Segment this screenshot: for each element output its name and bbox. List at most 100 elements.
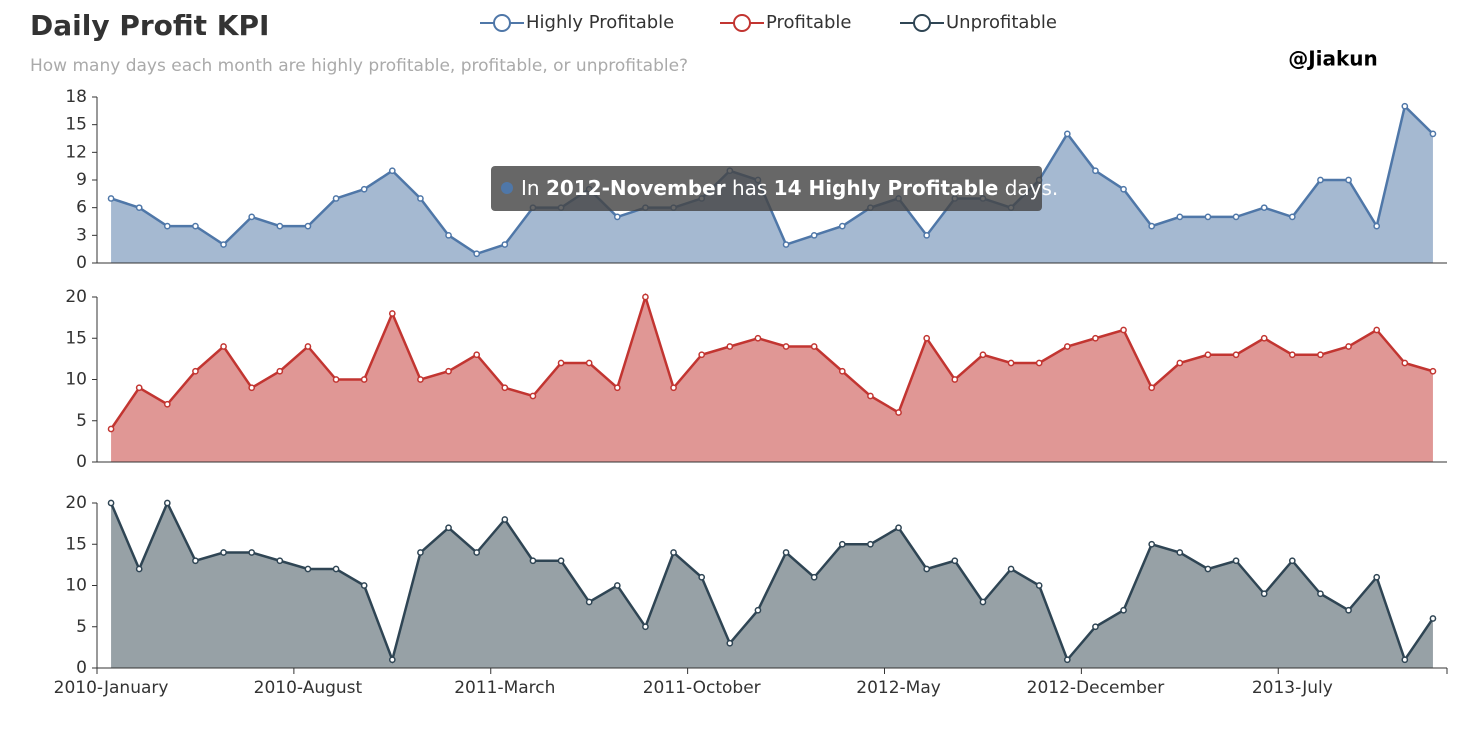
point [135, 384, 143, 392]
point [276, 222, 284, 230]
point [445, 524, 452, 532]
point [220, 549, 227, 556]
y-tick-label: 10 [65, 370, 87, 390]
point [417, 376, 424, 383]
point [1401, 102, 1409, 110]
point [248, 549, 256, 556]
point [1176, 549, 1184, 556]
point [163, 400, 171, 408]
point [1204, 565, 1212, 573]
y-tick-label: 0 [76, 658, 87, 678]
point [670, 549, 677, 556]
point [1373, 326, 1381, 334]
point [1120, 185, 1127, 193]
point [923, 565, 931, 573]
x-tick-label: 2010-January [54, 678, 169, 698]
point [304, 565, 312, 573]
point [360, 582, 368, 589]
point [754, 334, 762, 342]
point [613, 384, 621, 392]
point [1317, 590, 1324, 598]
point [1373, 222, 1381, 230]
point [248, 213, 256, 221]
chart-title: Daily Profit KPI [30, 9, 269, 42]
point [923, 334, 931, 342]
point [642, 293, 649, 301]
point [782, 343, 790, 350]
point [1120, 326, 1127, 334]
point [1092, 623, 1099, 631]
point [192, 367, 199, 375]
x-tick-label: 2011-October [643, 678, 761, 698]
legend-marker [493, 14, 511, 32]
point [1373, 573, 1381, 581]
point [810, 343, 818, 350]
y-tick-label: 10 [65, 576, 87, 596]
point [1232, 213, 1240, 221]
point [1345, 176, 1352, 184]
point [332, 376, 340, 383]
point [782, 549, 790, 556]
point [360, 185, 368, 193]
point [501, 516, 509, 523]
x-tick-label: 2012-May [856, 678, 941, 698]
y-tick-label: 5 [76, 617, 87, 637]
point [838, 222, 846, 230]
point [445, 231, 452, 239]
point [445, 367, 452, 375]
point [192, 222, 199, 230]
point [248, 384, 256, 392]
chart-subtitle: How many days each month are highly prof… [30, 56, 688, 76]
point [1260, 204, 1268, 212]
line [110, 103, 1434, 256]
point [1035, 359, 1043, 367]
point [1401, 359, 1409, 367]
point [1345, 343, 1352, 350]
point [107, 499, 115, 507]
point [192, 557, 199, 565]
point [220, 241, 227, 248]
y-tick-label: 6 [76, 198, 87, 218]
legend-marker [733, 14, 751, 32]
point [332, 565, 340, 573]
tooltip-value: 14 Highly Profitable [773, 176, 999, 200]
point [501, 241, 509, 248]
point [613, 582, 621, 589]
point [417, 195, 424, 202]
legend-label: Profitable [766, 12, 851, 33]
point [951, 376, 959, 383]
point [1092, 167, 1099, 175]
y-tick-label: 15 [65, 534, 87, 554]
point [1429, 130, 1437, 138]
point [417, 549, 424, 556]
y-tick-label: 20 [65, 493, 87, 513]
point [276, 367, 284, 375]
point [895, 524, 902, 532]
y-tick-label: 18 [65, 87, 87, 107]
point [726, 343, 734, 350]
point [867, 540, 874, 548]
y-tick-label: 0 [76, 452, 87, 472]
point [613, 213, 621, 221]
point [1176, 359, 1184, 367]
point [163, 222, 171, 230]
point [388, 656, 396, 664]
point [1035, 582, 1043, 589]
point [1204, 351, 1212, 359]
point [1120, 606, 1127, 614]
point [304, 343, 312, 350]
y-tick-label: 3 [76, 225, 87, 245]
point [1429, 367, 1437, 375]
point [726, 639, 734, 647]
point [1317, 176, 1324, 184]
point [1288, 351, 1296, 359]
y-tick-label: 12 [65, 142, 87, 162]
point [923, 231, 931, 239]
author: @Jiakun [1288, 47, 1378, 71]
point [529, 557, 537, 565]
point [585, 359, 593, 367]
point [501, 384, 509, 392]
area [111, 106, 1433, 263]
x-tick-label: 2012-December [1027, 678, 1165, 698]
point [1176, 213, 1184, 221]
